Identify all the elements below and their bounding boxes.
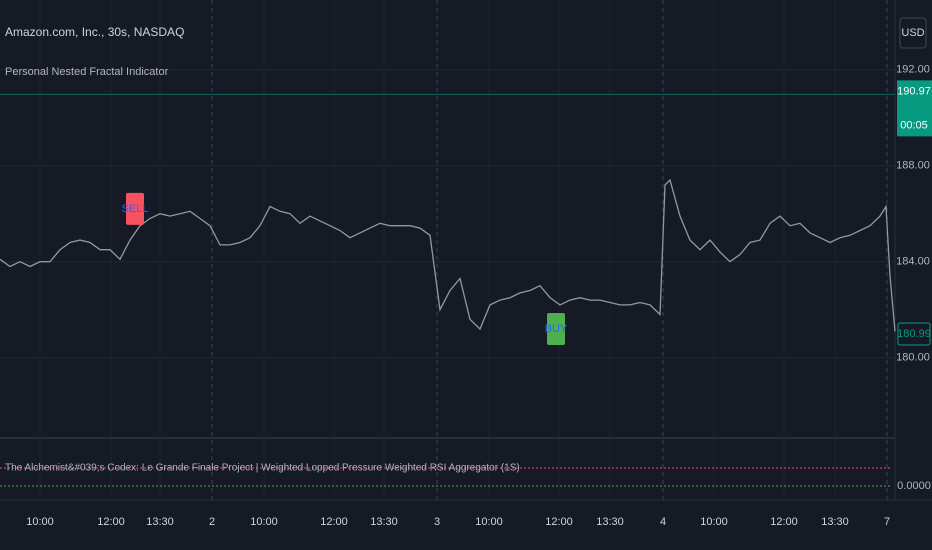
x-tick-label: 13:30: [146, 516, 174, 528]
x-tick-label: 13:30: [370, 516, 398, 528]
y-tick-label: 180.00: [896, 352, 930, 364]
indicator-title: The Alchemist&#039;s Codex: Le Grande Fi…: [5, 463, 520, 474]
price-level-label: 190.97: [897, 85, 931, 97]
x-tick-label: 12:00: [97, 516, 125, 528]
countdown-label: 00:05: [900, 119, 928, 131]
x-tick-label: 12:00: [770, 516, 798, 528]
last-price-label: 180.99: [897, 328, 931, 340]
signal-label: SELL: [122, 203, 149, 215]
y-tick-label: 184.00: [896, 256, 930, 268]
signal-label-box: [547, 312, 565, 345]
x-tick-label: 10:00: [475, 516, 503, 528]
currency-button[interactable]: [899, 17, 927, 49]
grid: [0, 0, 895, 500]
x-tick-label: 10:00: [26, 516, 54, 528]
x-tick-label: 13:30: [596, 516, 624, 528]
chart-title: Amazon.com, Inc., 30s, NASDAQ: [5, 25, 184, 39]
price-level-box: [897, 80, 932, 137]
signal-label-box: [126, 192, 144, 225]
x-tick-label: 10:00: [250, 516, 278, 528]
x-tick-label: 2: [209, 516, 215, 528]
x-tick-label: 10:00: [700, 516, 728, 528]
last-price-box: [897, 322, 931, 346]
x-tick-label: 7: [884, 516, 890, 528]
x-tick-label: 13:30: [821, 516, 849, 528]
x-tick-label: 12:00: [545, 516, 573, 528]
y-tick-label: 192.00: [896, 64, 930, 76]
y-tick-label: 188.00: [896, 160, 930, 172]
signal-label: BUY: [545, 323, 568, 335]
indicator-tick-label: 0.0000: [897, 480, 931, 492]
indicator-name: Personal Nested Fractal Indicator: [5, 66, 169, 78]
currency-label[interactable]: USD: [901, 27, 924, 39]
x-tick-label: 3: [434, 516, 440, 528]
x-tick-label: 12:00: [320, 516, 348, 528]
x-tick-label: 4: [660, 516, 666, 528]
price-line: [0, 178, 896, 332]
